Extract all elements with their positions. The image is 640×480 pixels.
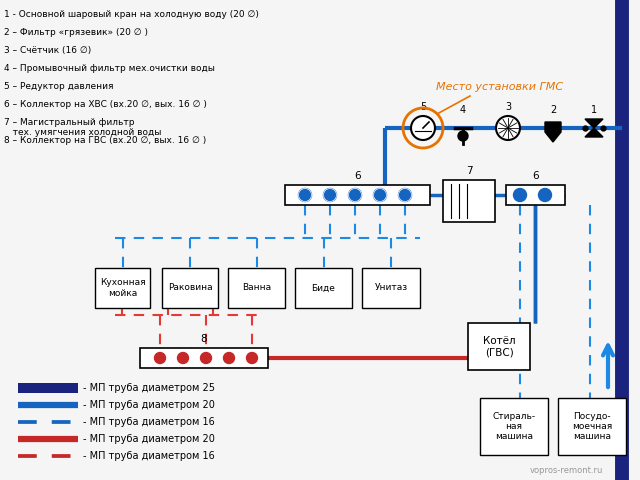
Text: Посудо-
моечная
машина: Посудо- моечная машина bbox=[572, 411, 612, 442]
Text: 1 - Основной шаровый кран на холодную воду (20 ∅): 1 - Основной шаровый кран на холодную во… bbox=[4, 10, 259, 19]
Circle shape bbox=[349, 189, 362, 202]
Bar bbox=[162, 268, 218, 308]
Text: - МП труба диаметром 20: - МП труба диаметром 20 bbox=[83, 400, 215, 410]
Text: 2: 2 bbox=[550, 105, 556, 115]
Circle shape bbox=[298, 189, 312, 202]
Circle shape bbox=[246, 352, 257, 363]
Circle shape bbox=[513, 189, 527, 202]
Text: Раковина: Раковина bbox=[168, 284, 212, 292]
Circle shape bbox=[223, 352, 234, 363]
Circle shape bbox=[411, 116, 435, 140]
Text: Унитаз: Унитаз bbox=[374, 284, 408, 292]
Text: Стираль-
ная
машина: Стираль- ная машина bbox=[492, 411, 536, 442]
Text: 6 – Коллектор на ХВС (вх.20 ∅, вых. 16 ∅ ): 6 – Коллектор на ХВС (вх.20 ∅, вых. 16 ∅… bbox=[4, 100, 207, 109]
Text: 3 – Счётчик (16 ∅): 3 – Счётчик (16 ∅) bbox=[4, 46, 92, 55]
Text: - МП труба диаметром 25: - МП труба диаметром 25 bbox=[83, 383, 215, 393]
Bar bbox=[285, 185, 430, 205]
Bar bbox=[468, 323, 530, 370]
Circle shape bbox=[496, 116, 520, 140]
Text: Ванна: Ванна bbox=[242, 284, 271, 292]
Text: 4: 4 bbox=[460, 105, 466, 115]
Text: Котёл
(ГВС): Котёл (ГВС) bbox=[483, 336, 515, 357]
Text: 3: 3 bbox=[505, 102, 511, 112]
Bar bbox=[558, 398, 626, 455]
Bar bbox=[295, 268, 352, 308]
Polygon shape bbox=[585, 119, 603, 128]
Circle shape bbox=[538, 189, 552, 202]
Polygon shape bbox=[545, 122, 561, 142]
Bar bbox=[362, 268, 420, 308]
Text: Биде: Биде bbox=[312, 284, 335, 292]
Circle shape bbox=[177, 352, 189, 363]
Text: Кухонная
мойка: Кухонная мойка bbox=[100, 278, 145, 298]
Text: 7 – Магистральный фильтр: 7 – Магистральный фильтр bbox=[4, 118, 134, 127]
Bar bbox=[480, 398, 548, 455]
Text: 5 – Редуктор давления: 5 – Редуктор давления bbox=[4, 82, 113, 91]
Text: 8: 8 bbox=[201, 334, 207, 344]
Circle shape bbox=[200, 352, 211, 363]
Text: 7: 7 bbox=[466, 166, 472, 176]
Text: 4 – Промывочный фильтр мех.очистки воды: 4 – Промывочный фильтр мех.очистки воды bbox=[4, 64, 215, 73]
Text: 1: 1 bbox=[591, 105, 597, 115]
Circle shape bbox=[458, 131, 468, 141]
Bar bbox=[506, 185, 565, 205]
Text: - МП труба диаметром 16: - МП труба диаметром 16 bbox=[83, 451, 215, 461]
Bar bbox=[140, 348, 268, 368]
Text: тех. умягчения холодной воды: тех. умягчения холодной воды bbox=[4, 128, 161, 137]
Text: vopros-remont.ru: vopros-remont.ru bbox=[530, 466, 604, 475]
Text: Место установки ГМС: Место установки ГМС bbox=[436, 82, 564, 92]
Circle shape bbox=[399, 189, 412, 202]
Polygon shape bbox=[585, 128, 603, 137]
Text: 8 – Коллектор на ГВС (вх.20 ∅, вых. 16 ∅ ): 8 – Коллектор на ГВС (вх.20 ∅, вых. 16 ∅… bbox=[4, 136, 206, 145]
Bar bbox=[443, 180, 495, 222]
Text: 6: 6 bbox=[354, 171, 361, 181]
Circle shape bbox=[154, 352, 166, 363]
Bar bbox=[228, 268, 285, 308]
Text: - МП труба диаметром 16: - МП труба диаметром 16 bbox=[83, 417, 215, 427]
Bar bbox=[95, 268, 150, 308]
Text: 6: 6 bbox=[532, 171, 539, 181]
Circle shape bbox=[323, 189, 337, 202]
Text: - МП труба диаметром 20: - МП труба диаметром 20 bbox=[83, 434, 215, 444]
Text: 5: 5 bbox=[420, 102, 426, 112]
Circle shape bbox=[374, 189, 387, 202]
Text: 2 – Фильтр «грязевик» (20 ∅ ): 2 – Фильтр «грязевик» (20 ∅ ) bbox=[4, 28, 148, 37]
